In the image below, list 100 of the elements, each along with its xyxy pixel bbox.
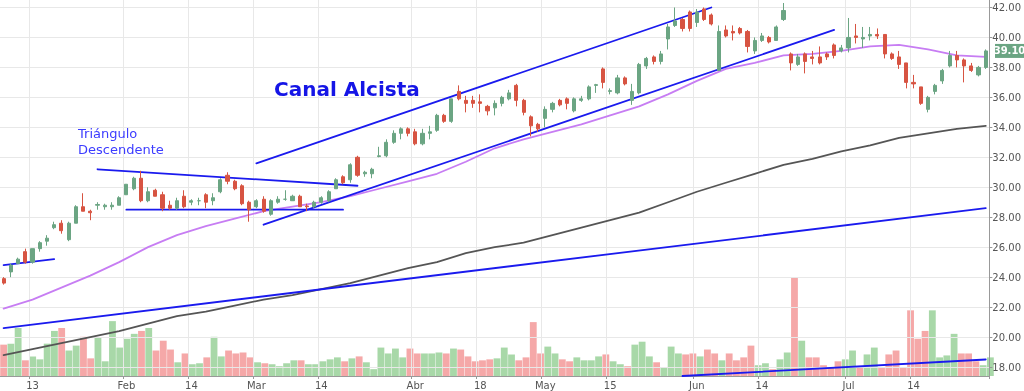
candlestick [38,240,42,253]
candlestick [659,50,663,65]
bar [58,327,66,376]
candlestick [868,26,872,41]
candlestick [348,162,352,184]
candlestick [760,32,764,43]
candlestick [225,171,230,185]
candlestick [948,50,952,68]
y-tick-label: 36.00 [992,91,1022,103]
candlestick [753,36,757,55]
candlestick [825,51,829,61]
bar [254,362,261,376]
candlestick [240,183,244,206]
candlestick [139,170,143,203]
candlestick [160,191,165,212]
candlestick [702,6,706,22]
candlestick [630,83,634,106]
candlestick [305,203,309,212]
bar [261,363,269,376]
x-tick-label: 14 [907,379,920,391]
x-tick-label: Abr [406,379,425,391]
y-tick-label: 28.00 [992,211,1022,223]
candlestick [485,104,490,116]
x-tick-label: 14 [185,379,198,391]
candlestick [608,87,612,95]
candlestick [846,17,851,53]
candlestick [464,95,468,113]
y-tick-label: 26.00 [992,241,1022,253]
bar [442,353,450,376]
y-tick-label: 40.00 [992,31,1022,43]
candlestick [572,96,576,113]
bar [341,361,349,376]
candlestick [478,93,482,113]
candlestick [95,201,100,211]
candlestick [88,209,92,221]
candlestick [666,23,670,50]
candlestick [904,62,908,89]
candlestick [514,83,518,107]
candlestick [2,276,6,286]
candlestick [254,198,258,209]
candlestick [67,221,71,242]
candlestick [919,86,923,106]
candlestick [615,74,620,95]
candlestick [146,186,150,203]
candlestick [355,155,360,178]
candlestick [832,42,836,59]
candlestick [471,95,475,109]
y-tick-label: 18.00 [992,361,1022,373]
candlestick [392,129,396,145]
candlestick [543,105,547,128]
candlestick [110,201,114,211]
annotation: Triángulo Descendente [77,125,164,157]
bar [355,356,363,376]
candlestick [601,66,605,89]
candlestick [124,183,128,196]
candlestick [789,51,793,71]
candlestick [117,195,121,206]
candlestick [211,192,215,206]
candlestick [695,8,699,28]
annotation: Canal Alcista [274,76,420,101]
candlestick [23,248,27,265]
candlestick [370,167,374,179]
candlestick [175,197,179,211]
candlestick [529,114,533,137]
candlestick [803,51,807,74]
candlestick [189,198,193,206]
bar [145,327,153,376]
bar [348,358,356,376]
candlestick [709,12,713,26]
candlestick [731,24,735,41]
candlestick [933,83,937,95]
candlestick [399,126,403,140]
candlestick [976,65,981,77]
x-tick-label: Jun [688,379,705,391]
candlestick [854,23,858,44]
x-tick-label: 13 [26,379,39,391]
candlestick [774,24,778,41]
candlestick [745,29,750,53]
candlestick [74,204,78,224]
y-tick-label: 20.00 [992,331,1022,343]
bar [21,360,29,376]
candlestick [652,54,656,65]
y-tick-label: 34.00 [992,121,1022,133]
bar [791,278,798,376]
candlestick [435,113,439,133]
candlestick [818,45,822,65]
candlestick [168,200,172,211]
candlestick [587,84,591,101]
candlestick [233,179,237,191]
bar [798,340,806,376]
candlestick [247,200,251,223]
candlestick [623,75,627,86]
candlestick [717,24,721,71]
candlestick [327,189,331,203]
candlestick [420,128,425,146]
candlestick [500,95,504,107]
candlestick [940,68,944,85]
y-tick-label: 22.00 [992,301,1022,313]
line-series [2,44,987,310]
candlestick [103,203,107,211]
